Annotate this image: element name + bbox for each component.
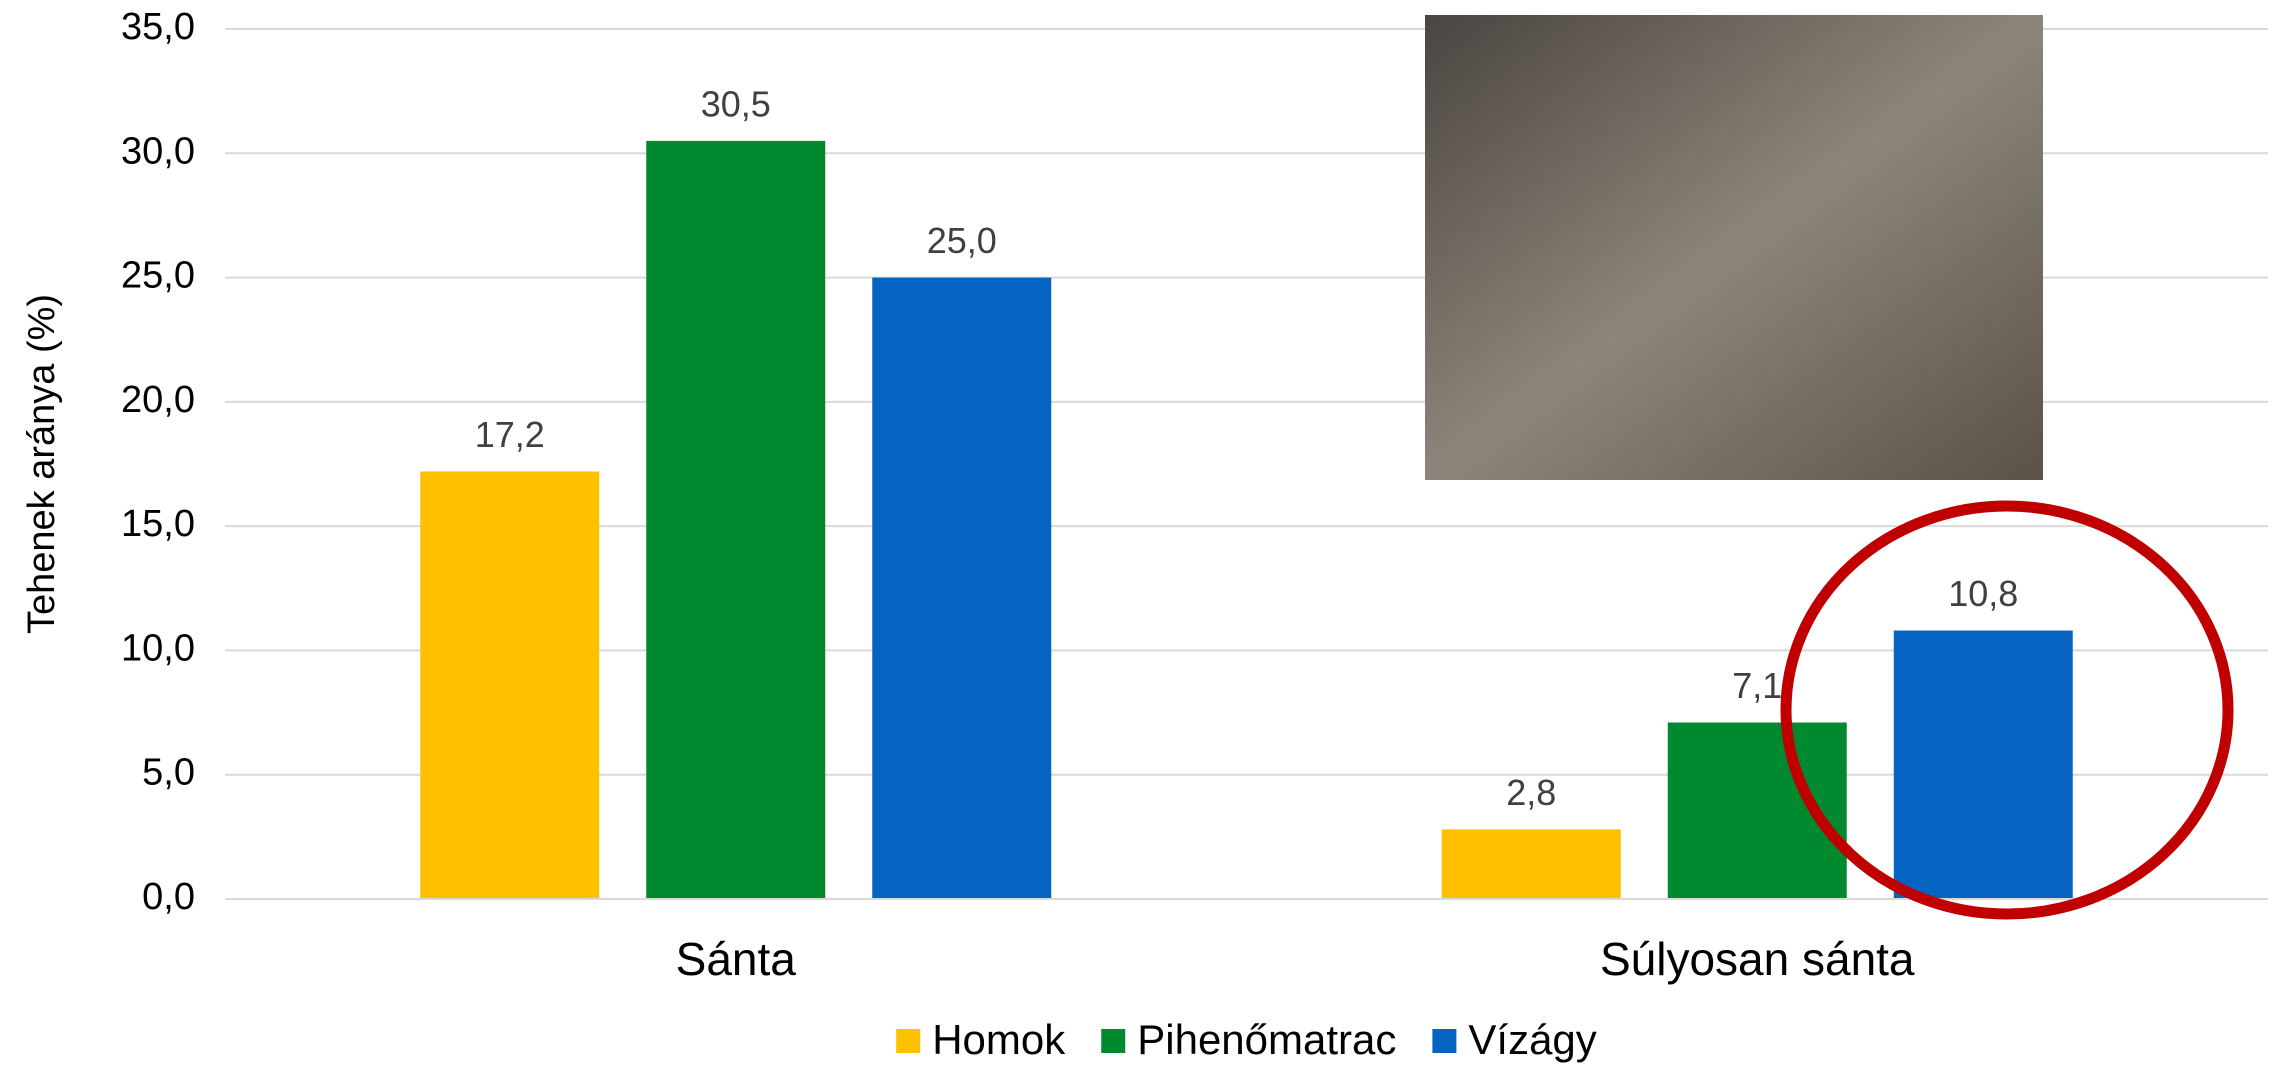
- y-tick-label: 10,0: [121, 627, 195, 669]
- bar: [872, 277, 1052, 900]
- y-tick-label: 15,0: [121, 503, 195, 545]
- highlight-circle: [1780, 500, 2234, 920]
- value-label: 25,0: [927, 220, 997, 261]
- value-label: 17,2: [475, 414, 545, 455]
- legend-swatch: [1101, 1029, 1126, 1053]
- photo: [1425, 15, 2043, 480]
- y-tick-label: 30,0: [121, 130, 195, 172]
- bar: [646, 140, 826, 899]
- y-axis-label: Tehenek aránya (%): [21, 294, 63, 634]
- legend-swatch: [896, 1029, 921, 1053]
- x-tick-label: Sánta: [676, 933, 797, 985]
- y-tick-label: 5,0: [142, 752, 195, 794]
- legend-label: Homok: [932, 1016, 1066, 1063]
- y-tick-label: 0,0: [142, 876, 195, 918]
- legend-swatch: [1432, 1029, 1457, 1053]
- x-tick-label: Súlyosan sánta: [1600, 933, 1915, 985]
- legend-label: Vízágy: [1468, 1016, 1596, 1063]
- legend-label: Pihenőmatrac: [1137, 1016, 1396, 1063]
- y-tick-label: 20,0: [121, 379, 195, 421]
- value-label: 30,5: [701, 83, 771, 124]
- value-label: 2,8: [1506, 772, 1556, 813]
- bar: [420, 471, 600, 899]
- value-label: 7,1: [1732, 665, 1782, 706]
- value-label: 10,8: [1948, 573, 2018, 614]
- y-tick-label: 35,0: [121, 6, 195, 48]
- bar: [1893, 630, 2073, 899]
- plot: 0,0 5,0 10,0 15,0 20,0 25,0 30,0 35,0 Sánta 17,2 3…: [121, 6, 2268, 1063]
- bar: [1441, 829, 1621, 899]
- y-tick-label: 25,0: [121, 255, 195, 297]
